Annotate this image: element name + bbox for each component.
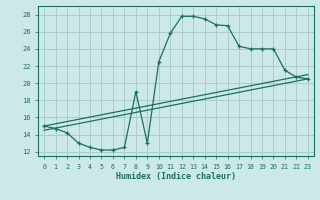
X-axis label: Humidex (Indice chaleur): Humidex (Indice chaleur) (116, 172, 236, 181)
